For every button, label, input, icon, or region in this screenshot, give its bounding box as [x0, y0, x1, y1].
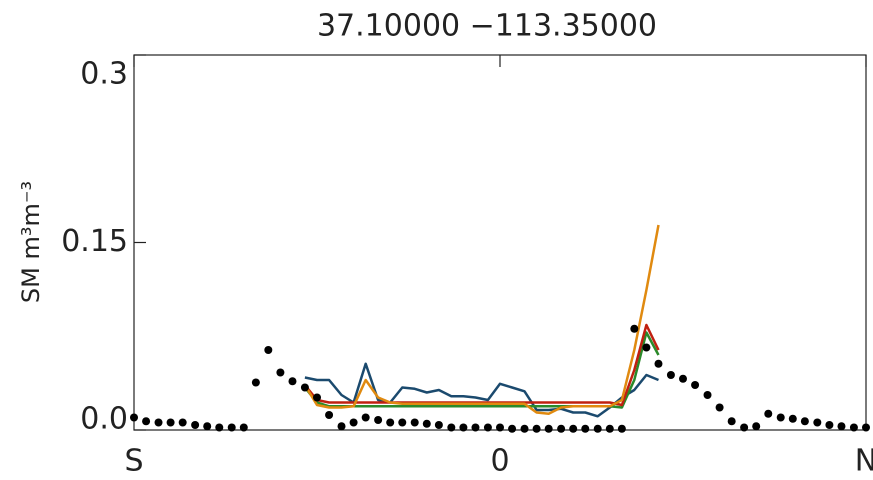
observation-dot	[825, 421, 834, 429]
observation-dot	[837, 422, 846, 431]
observation-dot	[422, 419, 431, 428]
observation-dot	[459, 423, 468, 432]
observation-dot	[178, 418, 187, 427]
observation-dot	[654, 359, 663, 368]
observation-dot	[142, 417, 151, 426]
x-tick-label: N	[855, 444, 873, 479]
observation-dot	[386, 418, 395, 427]
observation-dot	[154, 418, 163, 427]
observation-dot	[130, 413, 138, 422]
y-tick-label: 0.15	[61, 224, 128, 259]
observation-dot	[666, 371, 675, 379]
observation-dot	[630, 324, 639, 333]
x-tick-label: S	[124, 444, 143, 479]
x-tick-label: 0	[490, 444, 509, 479]
observation-dot	[788, 414, 797, 423]
observation-dot	[288, 377, 297, 386]
data-line	[303, 323, 660, 407]
observation-dot	[325, 411, 334, 419]
observation-dot	[496, 423, 504, 432]
observation-dot	[557, 424, 566, 433]
observation-dot	[605, 424, 614, 433]
observation-dot	[727, 417, 736, 426]
observation-dot	[740, 423, 749, 432]
observation-dot	[251, 378, 260, 387]
observation-dot	[313, 393, 321, 402]
observation-dot	[569, 424, 578, 433]
observation-dot	[581, 424, 590, 433]
observation-dot	[520, 424, 529, 433]
observation-dot	[264, 346, 273, 354]
observation-dot	[447, 423, 456, 432]
observation-dot	[203, 422, 212, 431]
observation-dot	[593, 424, 602, 433]
observation-dot	[642, 343, 651, 352]
observation-dot	[862, 423, 870, 432]
observation-dot	[800, 417, 809, 426]
observation-dot	[849, 423, 858, 432]
observation-dot	[166, 418, 175, 427]
observation-dot	[300, 383, 309, 392]
data-line	[304, 362, 659, 418]
observation-dot	[374, 416, 383, 424]
observation-dot	[361, 413, 370, 422]
observation-dot	[764, 409, 773, 418]
observation-dot	[508, 424, 517, 433]
observation-dot	[349, 418, 358, 427]
y-tick-label: 0.0	[80, 402, 128, 437]
observation-dot	[679, 374, 687, 383]
observation-dot	[691, 381, 700, 389]
y-axis-label: SM m³m⁻³	[17, 181, 45, 303]
observation-dot	[227, 423, 236, 432]
observation-dot	[752, 422, 761, 431]
observation-dot	[239, 423, 248, 432]
observation-dot	[434, 421, 443, 429]
observation-dot	[715, 403, 724, 412]
observation-dot	[703, 391, 712, 399]
observation-dot	[483, 423, 492, 432]
observation-dot	[191, 421, 200, 429]
observation-dot	[617, 424, 626, 433]
data-line	[303, 224, 660, 416]
observation-dot	[215, 423, 224, 432]
observation-dot	[544, 424, 553, 433]
observation-dot	[471, 423, 480, 432]
observation-dot	[813, 418, 822, 427]
observation-dot	[776, 413, 785, 422]
y-tick-label: 0.3	[80, 57, 128, 92]
observation-dot	[410, 418, 419, 427]
observation-dot	[276, 368, 285, 377]
observation-dot	[337, 422, 346, 431]
chart-title: 37.10000 −113.35000	[317, 9, 657, 44]
observation-dot	[532, 424, 541, 433]
observation-dot	[398, 418, 407, 427]
plot-frame	[133, 54, 867, 431]
